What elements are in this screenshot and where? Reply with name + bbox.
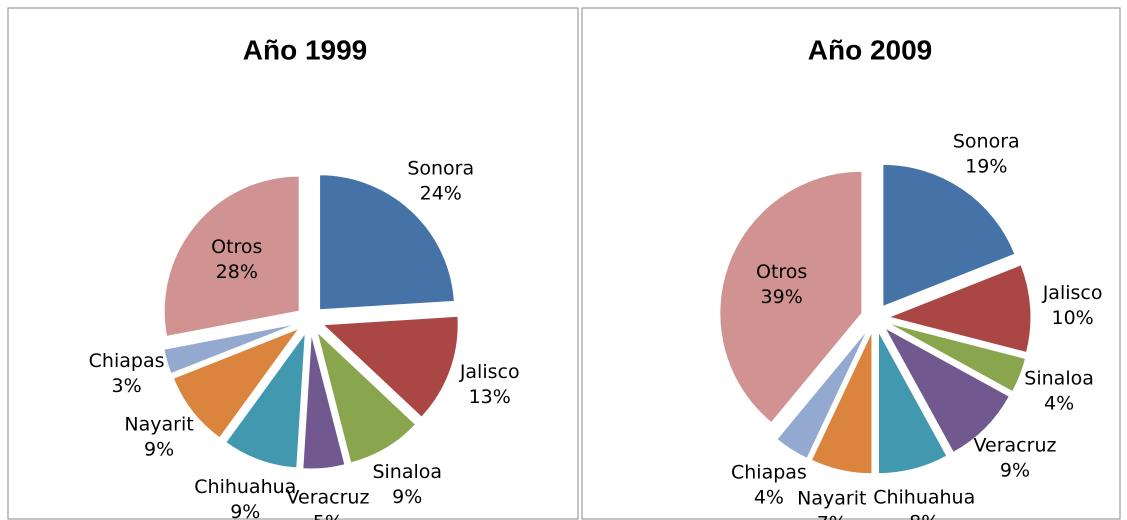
slice-label: Veracruz	[286, 487, 369, 509]
pie-slice	[887, 264, 1032, 354]
slice-label: Otros	[211, 236, 262, 258]
pie-slice	[719, 170, 863, 424]
pie-slice	[883, 326, 1011, 454]
pie-slice	[225, 331, 306, 469]
slice-value-label: 8%	[909, 511, 939, 520]
pie-slice	[877, 331, 948, 475]
slice-label: Sonora	[953, 131, 1020, 153]
slice-value-label: 9%	[230, 501, 260, 520]
slice-value-label: 13%	[469, 386, 511, 408]
chart-title: Año 1999	[243, 34, 368, 65]
pie-slice	[321, 315, 459, 418]
pie-slice	[163, 175, 300, 337]
pie-slice	[887, 322, 1027, 393]
slice-label: Chiapas	[731, 462, 807, 484]
slice-label: Chihuahua	[873, 486, 975, 508]
slice-label: Sinaloa	[1024, 367, 1094, 389]
slice-label: Nayarit	[797, 488, 866, 510]
slice-value-label: 10%	[1051, 307, 1093, 329]
slice-label: Chihuahua	[194, 476, 296, 498]
pie-slice	[776, 329, 868, 459]
pie-slice	[319, 174, 455, 311]
slice-label: Jalisco	[459, 361, 520, 383]
slice-value-label: 4%	[754, 487, 784, 509]
slice-value-label: 28%	[216, 261, 258, 283]
slice-label: Sonora	[407, 157, 474, 179]
pie-slice	[163, 323, 297, 375]
slice-label: Veracruz	[974, 435, 1057, 457]
slice-value-label: 19%	[965, 156, 1007, 178]
pie-slice	[302, 333, 346, 470]
pie-slice	[316, 330, 417, 464]
slice-label: Otros	[756, 261, 807, 283]
pie-slice	[810, 331, 873, 475]
slice-label: Nayarit	[124, 414, 193, 436]
slice-label: Jalisco	[1042, 282, 1103, 304]
slice-value-label: 7%	[817, 513, 847, 520]
slice-value-label: 4%	[1044, 392, 1074, 414]
slice-label: Chiapas	[89, 350, 165, 372]
chart-title: Año 2009	[808, 34, 933, 65]
slice-value-label: 9%	[392, 486, 422, 508]
slice-value-label: 24%	[420, 182, 462, 204]
slice-value-label: 3%	[112, 375, 142, 397]
slice-value-label: 39%	[761, 286, 803, 308]
pie-slice	[882, 163, 1016, 308]
slice-value-label: 5%	[313, 512, 343, 520]
slice-label: Sinaloa	[372, 461, 442, 483]
slice-value-label: 9%	[1000, 460, 1030, 482]
slice-value-label: 9%	[144, 439, 174, 461]
pie-slice	[172, 327, 301, 439]
